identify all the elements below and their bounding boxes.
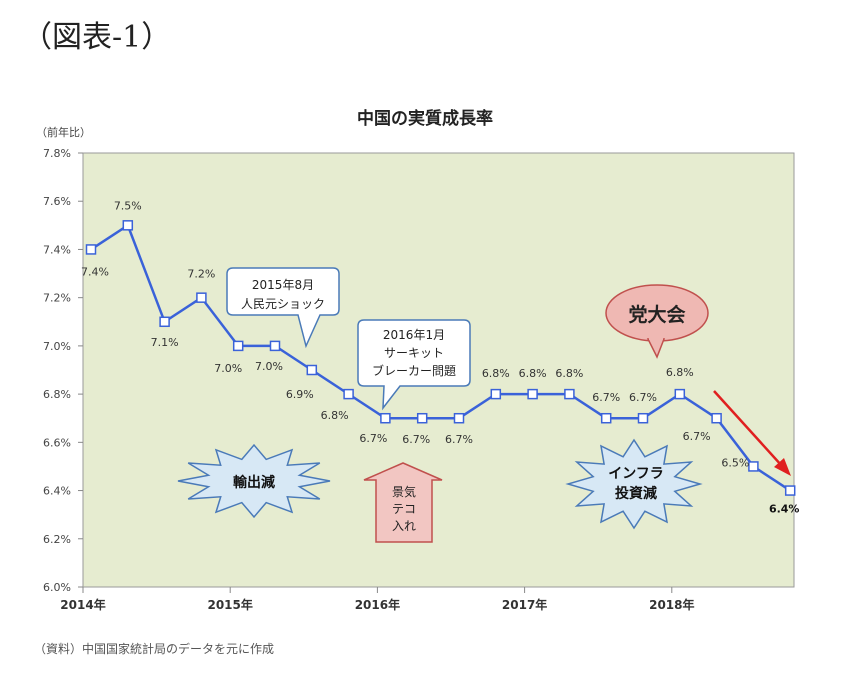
data-label: 7.1% [151,336,179,349]
data-point [122,220,134,231]
data-label: 6.8% [555,367,583,380]
callout-yuan-shock-text: 2015年8月 [252,278,314,292]
data-point [490,388,502,400]
data-point [196,292,207,303]
y-tick-label: 6.0% [43,581,71,594]
data-label: 7.2% [187,268,215,281]
bubble-party-congress-tail-join [649,336,663,340]
data-label: 7.4% [81,265,109,278]
callout-yuan-shock-text: 人民元ショック [241,297,325,311]
data-label: 6.7% [629,391,657,404]
data-label: 7.0% [255,360,283,373]
figure-label: （図表-1） [22,20,172,55]
callout-circuit-breaker-text: サーキット [384,346,444,360]
trend-arrow-head [774,458,791,476]
data-point [600,412,612,424]
data-label: 7.5% [114,199,142,212]
burst-export-decline [177,443,331,519]
data-label: 6.5% [721,456,749,469]
x-tick-label: 2016年 [355,597,400,612]
data-point [159,316,170,328]
burst-infra-decline-text: インフラ [608,466,664,482]
trend-arrow-line [713,390,783,467]
data-label: 6.7% [683,430,711,443]
data-label: 6.8% [666,366,694,379]
data-label: 6.7% [592,391,620,404]
bubble-party-congress-text: 党大会 [628,303,685,326]
data-point [269,340,281,352]
x-tick-label: 2015年 [207,597,252,612]
data-point [784,485,796,496]
arrow-stimulus [363,462,443,543]
data-point [748,461,759,472]
chart-title: 中国の実質成長率 [357,108,493,129]
data-label: 7.0% [214,362,242,375]
data-label: 6.8% [482,367,510,380]
data-label: 6.7% [402,433,430,446]
y-axis-label: （前年比） [36,125,91,139]
data-point [453,412,465,424]
data-point [232,340,244,352]
data-point [85,244,97,255]
data-point [343,388,354,400]
data-point [380,412,391,424]
data-label: 6.4% [769,503,800,516]
data-point [674,388,686,400]
data-label: 6.7% [445,433,473,446]
data-point [564,388,575,400]
y-tick-label: 7.8% [43,147,71,160]
data-label: 6.7% [359,432,387,445]
callout-circuit-breaker-text: 2016年1月 [383,328,445,342]
y-tick-label: 6.8% [43,388,71,401]
data-label: 6.9% [286,388,314,401]
y-tick-label: 7.2% [43,292,71,305]
y-tick-label: 6.4% [43,485,71,498]
burst-export-decline-text: 輸出減 [233,474,275,491]
x-tick-label: 2014年 [60,597,105,612]
burst-infra-decline [565,438,703,530]
series-line [90,223,791,492]
x-tick-label: 2018年 [649,597,694,612]
callout-circuit-breaker [357,319,471,411]
source-note: （資料）中国国家統計局のデータを元に作成 [34,642,275,656]
arrow-stimulus-text: テコ [392,502,416,516]
y-tick-label: 7.0% [43,340,71,353]
data-point [527,388,538,400]
x-tick-label: 2017年 [502,597,547,612]
callout-yuan-shock [226,267,340,349]
data-point [416,412,428,424]
y-tick-label: 7.6% [43,195,71,208]
arrow-stimulus-text: 入れ [392,519,416,533]
y-tick-label: 7.4% [43,243,71,256]
data-point [306,364,318,376]
data-label: 6.8% [321,409,349,422]
y-tick-label: 6.2% [43,533,71,546]
y-tick-label: 6.6% [43,436,71,449]
data-point [711,412,722,424]
callout-circuit-breaker-text: ブレーカー問題 [372,363,456,378]
data-label: 6.8% [519,367,547,380]
arrow-stimulus-text: 景気 [392,484,416,499]
burst-infra-decline-text: 投資減 [615,485,657,502]
data-point [637,412,649,424]
